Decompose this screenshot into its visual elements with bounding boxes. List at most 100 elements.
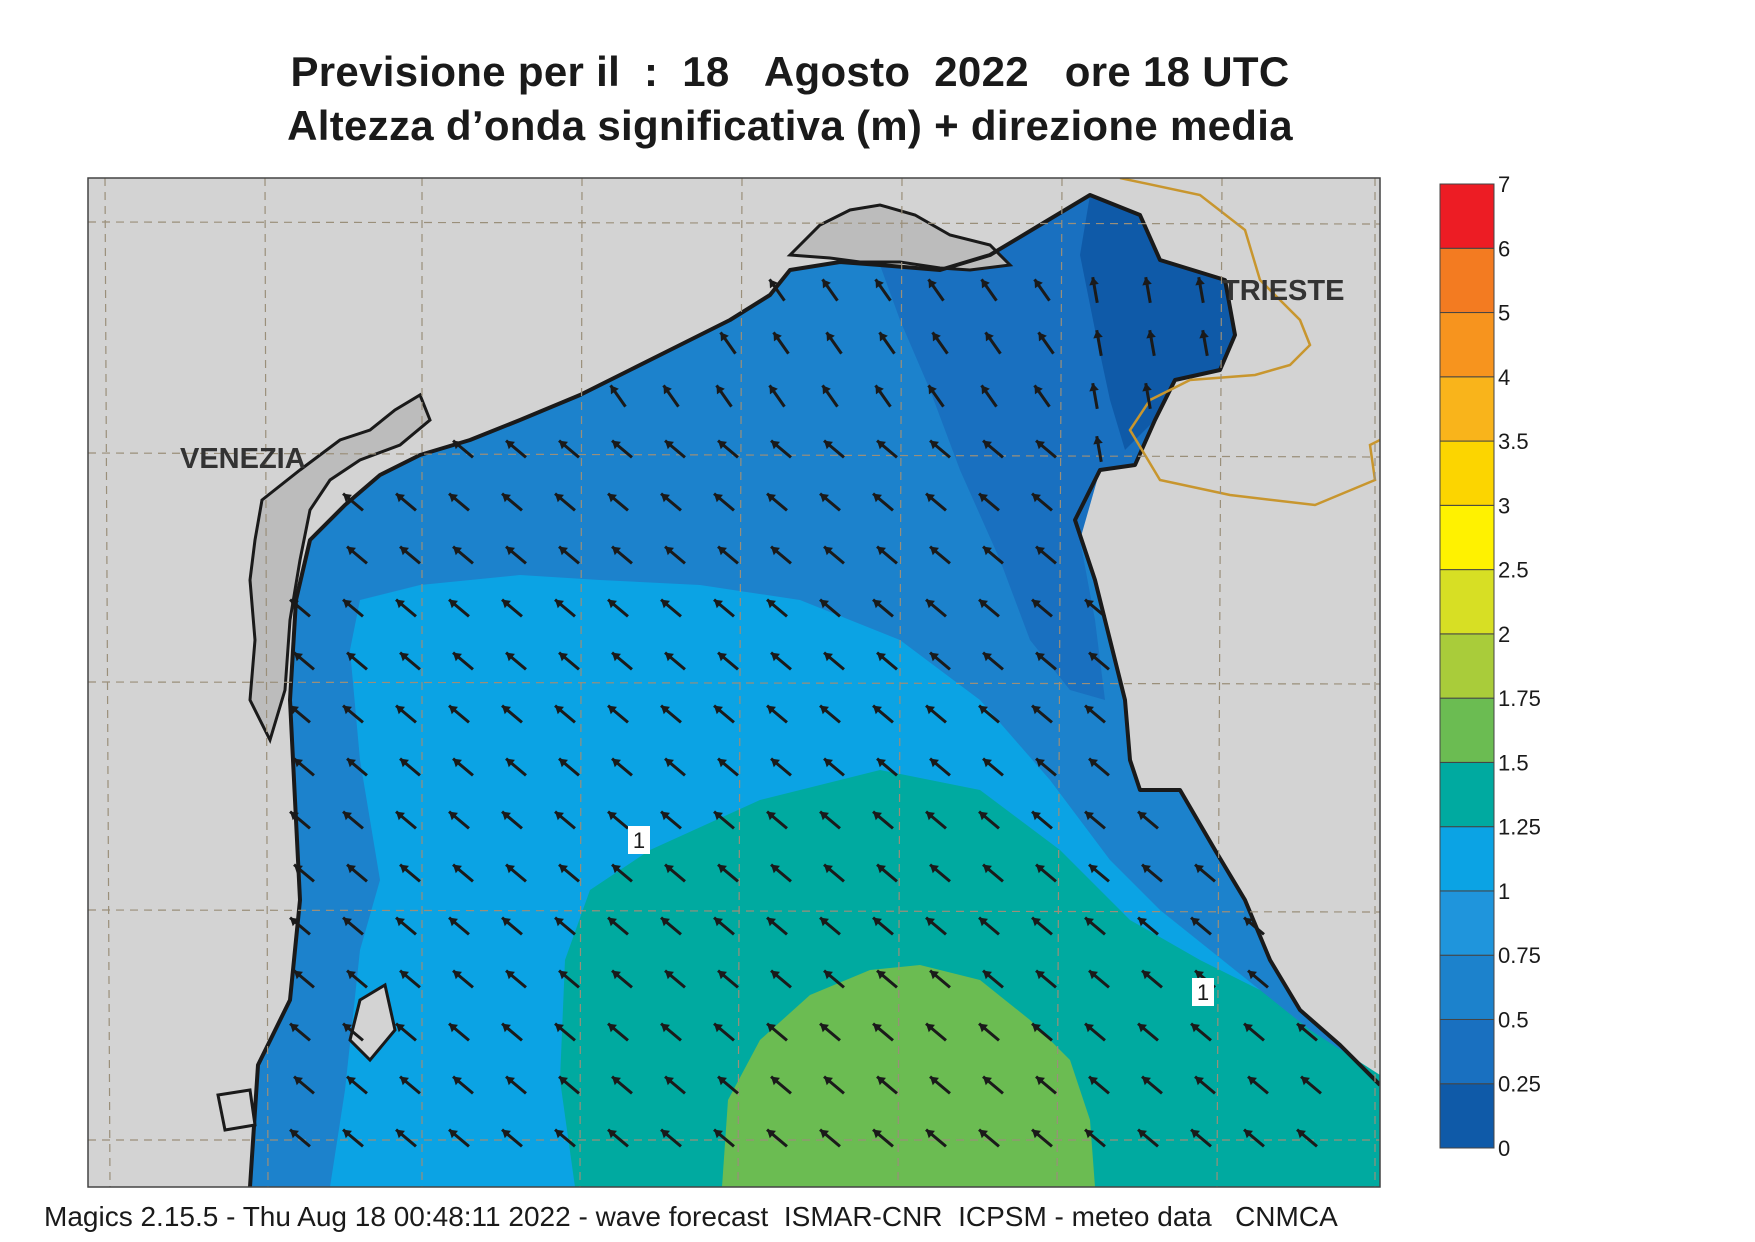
wave-arrow-head xyxy=(1032,493,1041,503)
wave-arrow-head xyxy=(822,279,831,289)
wave-arrow-head xyxy=(1195,864,1204,874)
wave-arrow-head xyxy=(714,1023,723,1033)
wave-arrow-head xyxy=(343,599,352,609)
wave-arrow-head xyxy=(449,1023,458,1033)
wave-arrow-head xyxy=(767,1023,776,1033)
wave-arrow-head xyxy=(718,758,727,768)
wave-arrow-head xyxy=(453,546,462,556)
wave-arrow-head xyxy=(714,1129,723,1139)
wave-arrow-head xyxy=(502,493,511,503)
wave-arrow-head xyxy=(559,1076,568,1086)
wave-arrow-head xyxy=(1195,970,1204,980)
wave-arrow-head xyxy=(873,1129,882,1139)
wave-arrow-head xyxy=(502,917,511,927)
colorbar-tick-label: 1.25 xyxy=(1498,815,1541,840)
wave-arrow-head xyxy=(718,970,727,980)
wave-arrow-head xyxy=(926,493,935,503)
colorbar-band xyxy=(1439,954,1495,1020)
wave-arrow-head xyxy=(343,1023,352,1033)
wave-arrow-head xyxy=(396,811,405,821)
wave-arrow-head xyxy=(612,652,621,662)
wave-arrow-head xyxy=(1034,279,1043,289)
wave-arrow-head xyxy=(824,440,833,450)
forecast-subtitle: Altezza d’onda significativa (m) + direz… xyxy=(287,102,1293,149)
wave-arrow-head xyxy=(1093,436,1103,445)
wave-arrow-head xyxy=(608,493,617,503)
wave-arrow-head xyxy=(718,546,727,556)
wave-arrow-head xyxy=(879,332,888,342)
wave-arrow-head xyxy=(294,652,303,662)
footer-credits: Magics 2.15.5 - Thu Aug 18 00:48:11 2022… xyxy=(44,1201,1338,1232)
colorbar-band xyxy=(1439,504,1495,571)
wave-arrow-head xyxy=(396,705,405,715)
wave-arrow-head xyxy=(453,440,462,450)
wave-arrow-head xyxy=(1085,1023,1094,1033)
wave-arrow-head xyxy=(555,1023,564,1033)
colorbar-band xyxy=(1439,1018,1495,1085)
wave-arrow-head xyxy=(1036,652,1045,662)
colorbar-band xyxy=(1439,440,1495,506)
wave-arrow-head xyxy=(343,705,352,715)
wave-arrow-head xyxy=(718,1076,727,1086)
wave-arrow-head xyxy=(661,599,670,609)
wave-arrow-head xyxy=(290,811,299,821)
wave-arrow-head xyxy=(1195,1076,1204,1086)
wave-arrow-head xyxy=(555,917,564,927)
wave-arrow-head xyxy=(612,758,621,768)
wave-arrow-head xyxy=(396,1023,405,1033)
wave-arrow-head xyxy=(449,705,458,715)
wave-arrow-head xyxy=(769,279,778,289)
wave-arrow-head xyxy=(820,1129,829,1139)
wave-arrow-head xyxy=(932,332,941,342)
wave-arrow-head xyxy=(1195,277,1205,286)
wave-arrow-head xyxy=(773,332,782,342)
wave-arrow-head xyxy=(771,864,780,874)
wave-arrow-head xyxy=(1085,599,1094,609)
wave-arrow-head xyxy=(1244,1129,1253,1139)
wave-arrow-head xyxy=(1138,1129,1147,1139)
wave-arrow-head xyxy=(1085,705,1094,715)
wave-arrow-head xyxy=(559,440,568,450)
wave-arrow-head xyxy=(926,811,935,821)
wave-arrow-head xyxy=(714,599,723,609)
wave-arrow-head xyxy=(343,811,352,821)
wave-arrow-head xyxy=(400,1076,409,1086)
wave-arrow-head xyxy=(665,1076,674,1086)
wave-arrow-head xyxy=(400,970,409,980)
wave-arrow-head xyxy=(665,440,674,450)
wave-arrow-head xyxy=(1244,917,1253,927)
colorbar-tick-label: 3 xyxy=(1498,493,1510,518)
wave-arrow-head xyxy=(612,440,621,450)
wave-arrow-head xyxy=(502,1023,511,1033)
wave-arrow-head xyxy=(824,546,833,556)
wave-arrow-head xyxy=(502,1129,511,1139)
colorbar: 0 0.25 0.5 0.75 1 1.25 1.5 1.75 2 2.5 3 3.5 4 5 6 7 xyxy=(1439,172,1541,1161)
wave-arrow-head xyxy=(820,705,829,715)
wave-arrow-head xyxy=(665,546,674,556)
wave-arrow-head xyxy=(502,599,511,609)
wave-arrow-head xyxy=(555,1129,564,1139)
city-label-trieste: TRIESTE xyxy=(1222,275,1344,307)
wave-arrow-head xyxy=(767,599,776,609)
wave-arrow-head xyxy=(453,970,462,980)
wave-arrow-head xyxy=(661,493,670,503)
wave-arrow-head xyxy=(665,864,674,874)
wave-arrow-head xyxy=(1248,970,1257,980)
wave-arrow-head xyxy=(820,811,829,821)
wave-arrow-head xyxy=(343,1129,352,1139)
svg-text:1: 1 xyxy=(1197,980,1209,1005)
wave-arrow-head xyxy=(771,1076,780,1086)
wave-arrow-head xyxy=(877,440,886,450)
wave-arrow-head xyxy=(555,599,564,609)
wave-arrow-head xyxy=(294,970,303,980)
wave-arrow-head xyxy=(824,758,833,768)
wave-arrow-head xyxy=(771,652,780,662)
wave-arrow-head xyxy=(930,440,939,450)
wave-arrow-head xyxy=(1142,277,1152,286)
wave-arrow-head xyxy=(877,864,886,874)
wave-arrow-head xyxy=(290,917,299,927)
wave-arrow-head xyxy=(294,864,303,874)
wave-arrow-head xyxy=(290,1129,299,1139)
wave-arrow-head xyxy=(661,705,670,715)
wave-arrow-head xyxy=(347,546,356,556)
